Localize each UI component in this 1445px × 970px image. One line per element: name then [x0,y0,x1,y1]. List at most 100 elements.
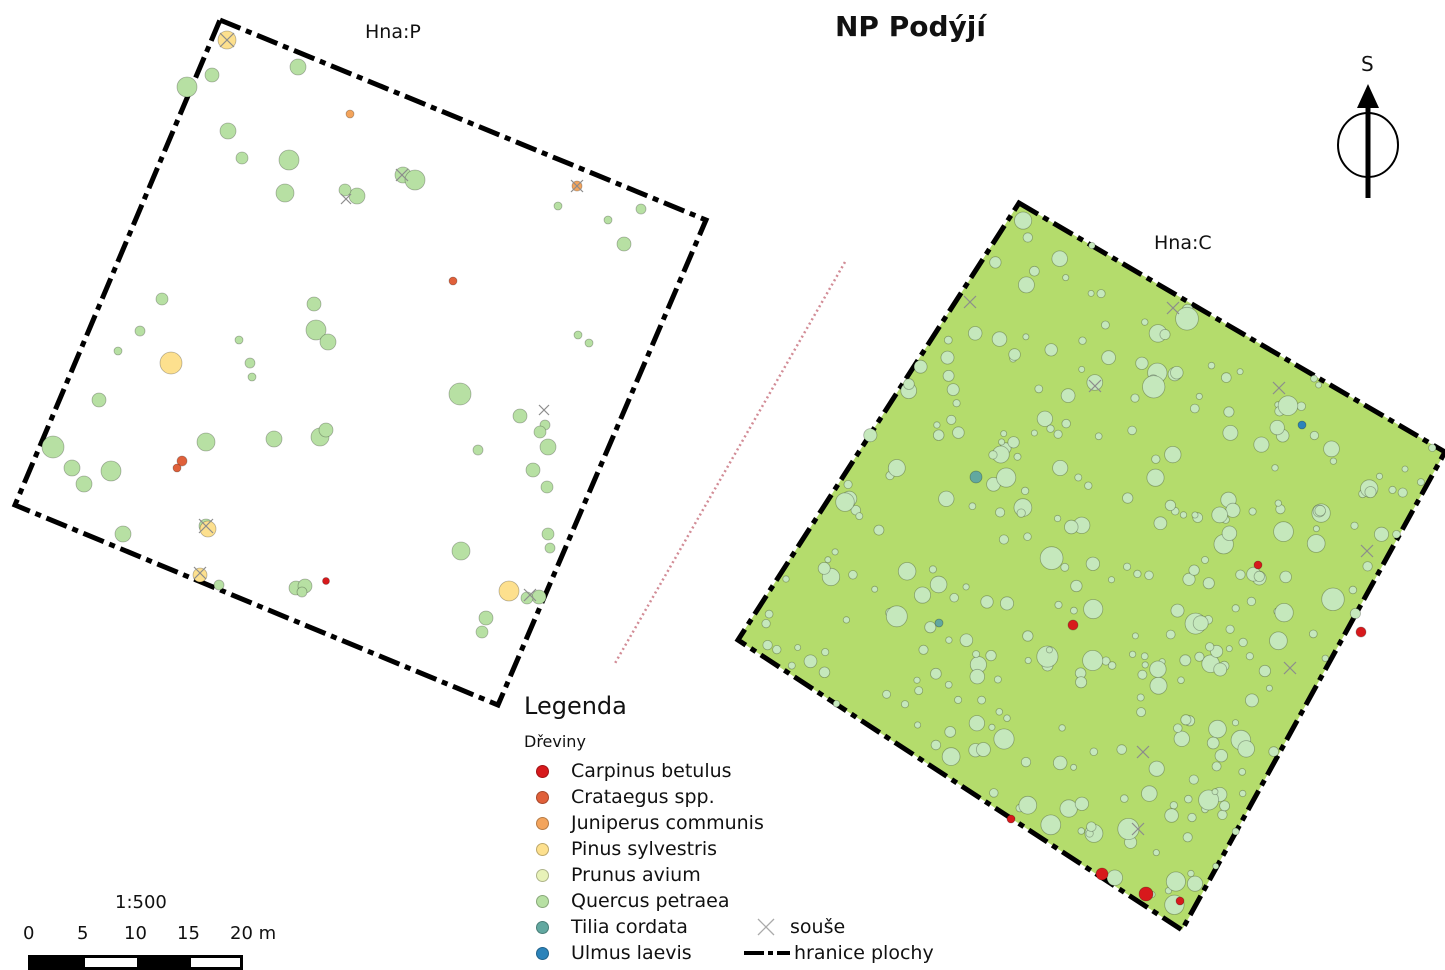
scale-tick: 20 m [230,923,277,944]
tree-marker [1095,867,1109,881]
tree-marker [985,649,997,662]
tree-marker [1108,576,1116,584]
tree-marker [918,644,929,655]
tree-marker [1082,650,1104,672]
tree-marker [1018,276,1035,294]
tree-marker [949,593,959,603]
tree-marker [1205,642,1215,652]
tree-marker [1219,800,1230,812]
scale-tick: 5 [77,923,89,944]
tree-marker [1277,395,1299,416]
tree-marker [1238,637,1248,648]
tree-marker [114,525,132,543]
legend-boundary: hranice plochy [744,942,934,964]
tree-marker [1236,368,1244,376]
tree-marker [1314,505,1326,517]
tree-marker [1117,818,1140,841]
tree-marker [995,708,1003,716]
tree-marker [782,575,790,583]
tree-marker [1077,827,1085,835]
tree-marker [1022,333,1030,341]
tree-marker [1350,521,1359,530]
tree-marker [1064,519,1079,535]
tree-marker [817,562,831,575]
tree-marker [794,644,802,651]
tree-marker [1137,669,1148,680]
tree-marker [1253,560,1263,570]
tree-marker [914,586,932,604]
tree-marker [1141,318,1149,326]
legend-item: Pinus sylvestris [524,837,717,861]
tree-marker [1207,361,1216,370]
tree-marker [1232,719,1240,727]
tree-marker [1392,529,1401,539]
tree-marker [952,426,965,439]
tree-marker [934,618,944,628]
legend-swatch [536,790,549,804]
tree-marker [1075,676,1088,689]
tree-marker [531,589,547,605]
tree-marker [1225,645,1233,652]
tree-marker [969,668,986,685]
tree-marker [1034,384,1044,394]
tree-marker [1184,794,1193,804]
tree-marker [265,430,283,448]
tree-marker [235,151,249,165]
snag-marker [219,32,235,48]
tree-marker [1323,440,1340,458]
tree-marker [928,565,937,574]
tree-marker [1120,794,1129,803]
tree-marker [155,292,169,306]
tree-marker [1206,736,1220,750]
tree-marker [996,467,1017,488]
tree-marker [835,492,855,512]
tree-marker [1221,372,1232,383]
tree-marker [1329,457,1338,465]
tree-marker [172,463,182,473]
tree-marker [1321,654,1329,662]
tree-marker [1006,814,1016,824]
snag-markers [193,32,1374,836]
tree-marker [1087,289,1095,297]
snag-marker [1272,381,1286,395]
tree-marker [850,505,862,516]
tree-marker [1235,569,1246,580]
tree-marker [968,326,983,341]
tree-marker [959,633,974,647]
tree-marker [234,335,244,345]
tree-marker [1074,796,1090,811]
tree-marker [1086,374,1104,391]
tree-marker [1000,596,1015,611]
tree-marker [1122,492,1134,504]
map-title: NP Podýjí [835,10,986,43]
legend-swatch [536,920,549,934]
snag-marker [395,168,409,182]
snag-marker [193,566,207,580]
tree-marker [831,548,839,556]
tree-marker [1192,615,1209,632]
plot-p-boundary [11,16,710,709]
tree-marker [1003,714,1011,722]
tree-marker [544,542,556,554]
tree-marker [980,595,994,609]
tree-marker [1106,869,1124,887]
tree-marker [848,570,858,580]
tree-marker [247,372,257,382]
tree-marker [1194,651,1205,662]
tree-marker [946,414,957,425]
legend-item-label: Tilia cordata [571,916,688,938]
tree-marker [998,438,1006,446]
tree-marker [1054,600,1063,609]
tree-marker [345,109,355,119]
legend-item: Crataegus spp. [524,785,715,809]
tree-marker [1153,516,1168,530]
scale-tick: 0 [23,923,35,944]
tree-marker [1271,464,1279,472]
tree-marker [1078,336,1087,345]
tree-marker [882,689,891,699]
tree-marker [1085,556,1101,571]
tree-marker [1248,507,1257,516]
tree-marker [1315,381,1322,389]
tree-marker [319,333,337,351]
tree-marker [1191,511,1199,519]
